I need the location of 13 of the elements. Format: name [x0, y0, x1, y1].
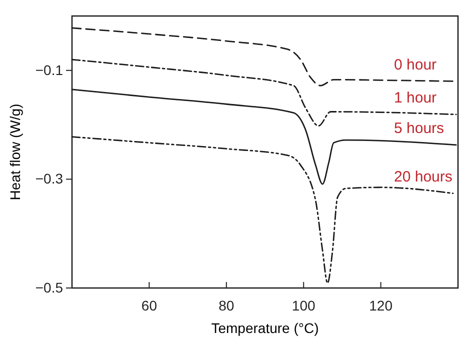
x-tick-label: 120	[369, 298, 393, 314]
x-tick-label: 80	[218, 298, 234, 314]
y-tick-label: −0.3	[35, 170, 64, 187]
y-tick-label: −0.1	[35, 62, 64, 78]
series-label: 20 hours	[394, 168, 452, 186]
x-tick-label: 100	[292, 298, 316, 314]
x-tick-label: 60	[141, 298, 158, 314]
series-label: 0 hour	[394, 56, 437, 74]
y-axis-title: Heat flow (W/g)	[7, 104, 23, 200]
series-label: 5 hours	[394, 120, 444, 137]
x-axis-title: Temperature (°C)	[211, 320, 319, 336]
series-label: 1 hour	[394, 89, 437, 106]
y-tick-label: −0.5	[35, 279, 64, 296]
